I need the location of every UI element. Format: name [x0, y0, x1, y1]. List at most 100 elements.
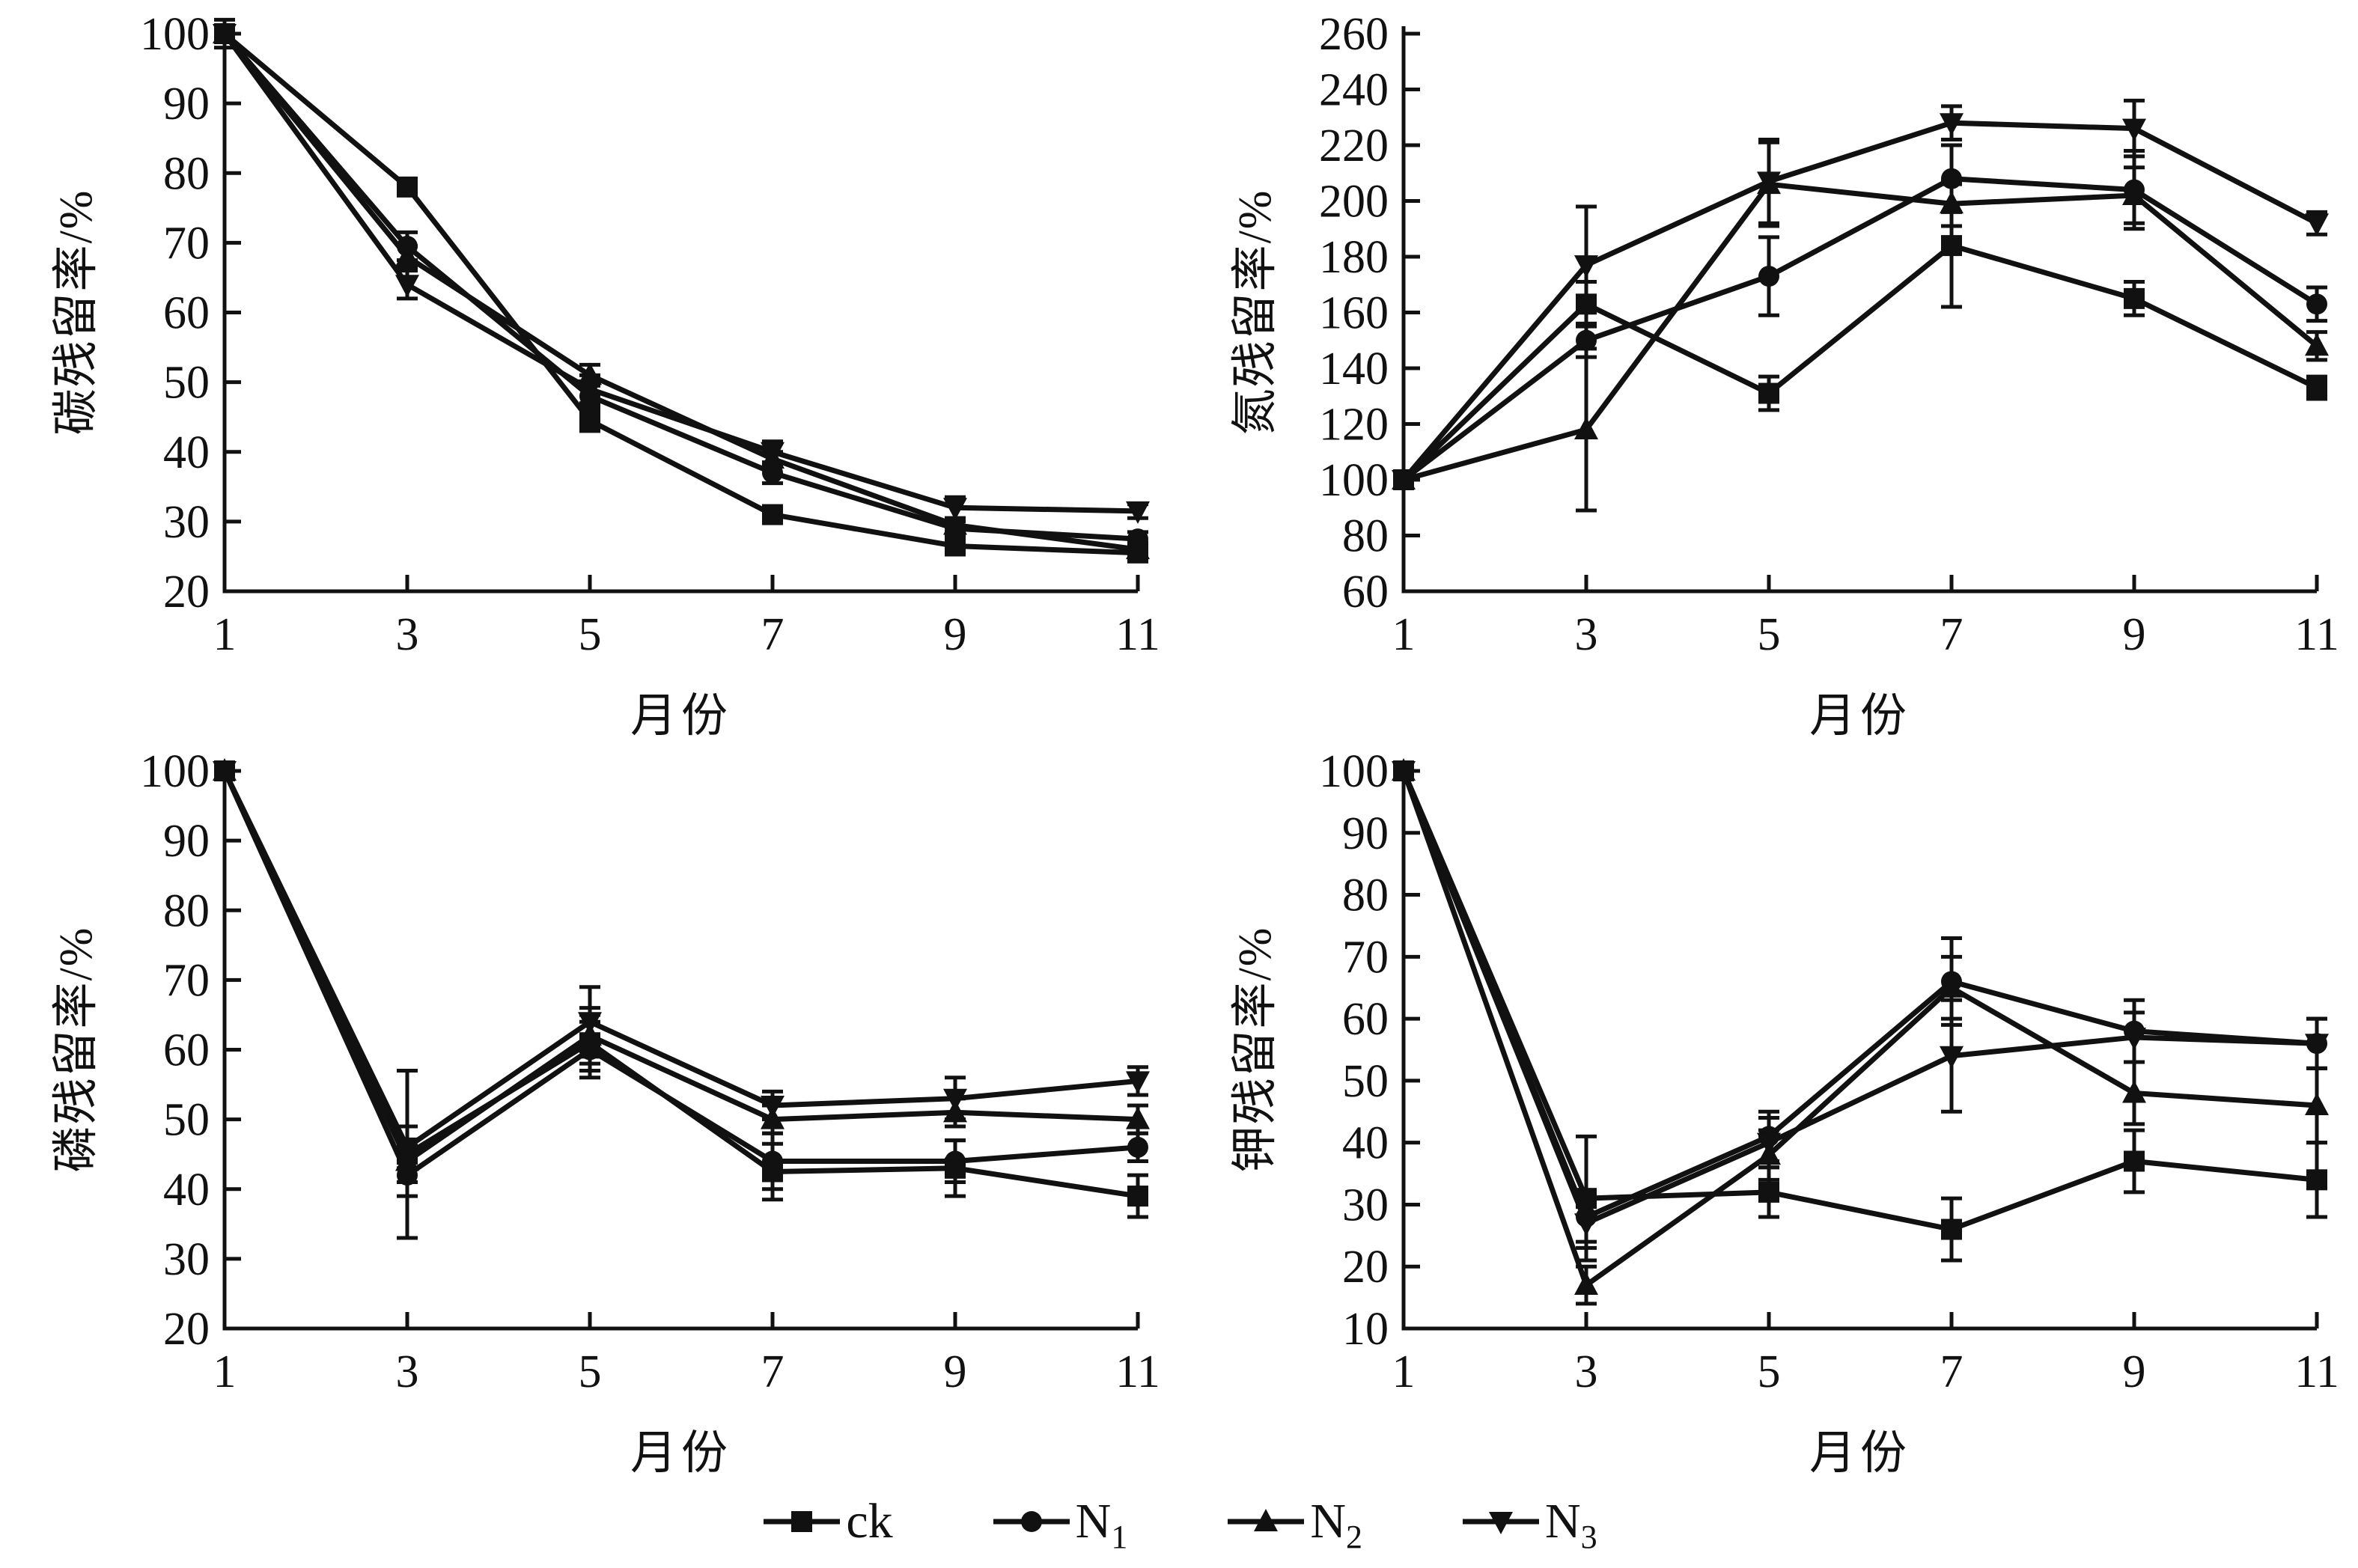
series-line-N2 — [222, 31, 1139, 552]
triangle-down-marker — [578, 1012, 602, 1035]
triangle-down-marker — [213, 761, 237, 784]
square-marker — [1758, 382, 1779, 404]
triangle-down-marker — [1940, 113, 1964, 136]
triangle-down-marker — [2122, 118, 2146, 141]
triangle-up-marker — [2122, 183, 2146, 206]
series-N3 — [1392, 761, 2329, 1250]
series-line-N3 — [1401, 769, 2318, 1227]
y-tick-label: 220 — [1319, 121, 1389, 171]
y-tick-label: 40 — [163, 427, 210, 478]
y-tick-label: 10 — [1342, 1304, 1389, 1355]
triangle-down-marker — [395, 1137, 419, 1160]
x-tick-label: 9 — [2123, 1346, 2146, 1397]
circle-marker — [945, 1150, 966, 1172]
x-tick-label: 9 — [944, 1346, 967, 1397]
triangle-up-marker — [1126, 1106, 1150, 1129]
y-tick-label: 30 — [163, 497, 210, 548]
square-marker — [397, 176, 418, 198]
circle-marker — [762, 1150, 783, 1172]
series-N3 — [213, 761, 1150, 1171]
x-tick-label: 1 — [213, 609, 237, 660]
series-N1 — [214, 760, 1148, 1198]
x-tick-label: 5 — [1758, 609, 1781, 660]
y-tick-label: 50 — [1342, 1056, 1389, 1107]
y-tick-label: 60 — [1342, 994, 1389, 1045]
triangle-up-marker — [1126, 537, 1150, 560]
x-tick-label: 1 — [1392, 609, 1416, 660]
triangle-down-marker — [1392, 470, 1416, 492]
y-axis-label-nitrogen: 氮残留率/% — [1230, 189, 1281, 436]
y-tick-label: 90 — [163, 79, 210, 129]
series-N1 — [214, 23, 1148, 550]
y-tick-label: 20 — [163, 1304, 210, 1355]
x-tick-label: 3 — [396, 609, 419, 660]
x-tick-label: 7 — [761, 609, 785, 660]
triangle-down-marker — [395, 275, 419, 298]
panel-nitrogen: 60 80 100 120 140 160 180 200 220 240 260 1 3 5 7 9 11 氮… — [1179, 0, 2358, 742]
y-tick-label: 40 — [1342, 1118, 1389, 1169]
x-tick-label: 7 — [761, 1346, 785, 1397]
triangle-up-marker — [2305, 1093, 2329, 1115]
plot-phosphorus: 20 30 40 50 60 70 80 90 100 1 3 5 7 9 11 — [140, 746, 1160, 1397]
x-tick-label: 11 — [2294, 1346, 2339, 1397]
legend-item-n1: N1 — [990, 1493, 1128, 1555]
triangle-down-marker — [2305, 213, 2329, 237]
legend-marker-square — [764, 1510, 841, 1532]
triangle-down-marker — [943, 1088, 967, 1111]
triangle-down-marker — [1126, 1071, 1150, 1094]
x-tick-label: 11 — [2294, 609, 2339, 660]
y-tick-label: 50 — [163, 1095, 210, 1146]
x-axis-label-nitrogen: 月份 — [1809, 691, 1912, 742]
triangle-down-marker — [761, 1096, 785, 1118]
x-tick-label: 5 — [1758, 1346, 1781, 1397]
triangle-up-marker — [395, 244, 419, 266]
triangle-down-marker — [1757, 1132, 1781, 1156]
triangle-up-marker — [2122, 1080, 2146, 1103]
x-tick-label: 11 — [1115, 609, 1160, 660]
series-ck — [1393, 760, 2327, 1263]
triangle-down-marker — [2305, 1034, 2329, 1057]
y-tick-label: 60 — [1342, 567, 1389, 617]
triangle-up-marker — [1254, 1508, 1279, 1531]
y-tick-label: 70 — [1342, 932, 1389, 983]
square-marker — [2306, 1169, 2327, 1191]
y-tick-label: 140 — [1319, 344, 1389, 394]
legend-label: N1 — [1075, 1493, 1128, 1555]
square-marker — [2124, 287, 2145, 309]
triangle-down-marker — [761, 442, 785, 465]
triangle-down-marker — [1757, 171, 1781, 195]
y-tick-label: 70 — [163, 218, 210, 269]
y-tick-label: 80 — [1342, 870, 1389, 921]
y-tick-label: 80 — [163, 885, 210, 936]
x-tick-label: 5 — [579, 609, 602, 660]
y-tick-label: 30 — [163, 1234, 210, 1285]
legend-label: ck — [846, 1493, 893, 1549]
triangle-up-marker — [2305, 333, 2329, 356]
series-N1 — [1393, 760, 2327, 1244]
axes — [1401, 763, 2317, 1331]
series-N2 — [213, 21, 1150, 560]
x-tick-label: 3 — [1575, 1346, 1598, 1397]
series-line-ck — [1401, 769, 2318, 1233]
legend-marker-triangle-down — [1462, 1511, 1539, 1534]
legend-marker-triangle-up — [1228, 1508, 1305, 1531]
circle-marker — [1941, 168, 1962, 189]
circle-marker — [1127, 1136, 1148, 1158]
series-line-ck — [1401, 242, 2318, 482]
legend-item-n3: N3 — [1460, 1496, 1597, 1553]
y-tick-label: 20 — [163, 567, 210, 617]
series-N3 — [213, 24, 1150, 524]
square-marker — [1941, 235, 1962, 257]
x-axis-label-potassium: 月份 — [1809, 1428, 1912, 1479]
series-line-N3 — [222, 31, 1139, 514]
triangle-down-marker — [213, 24, 237, 46]
square-marker — [1758, 1181, 1779, 1203]
y-tick-label: 100 — [140, 746, 210, 797]
square-marker — [2306, 377, 2327, 399]
circle-marker — [1576, 329, 1597, 351]
series-N2 — [1392, 758, 2329, 1306]
y-axis-label-carbon: 碳残留率/% — [51, 189, 102, 436]
triangle-down-marker — [943, 498, 967, 521]
y-tick-label: 180 — [1319, 232, 1389, 283]
